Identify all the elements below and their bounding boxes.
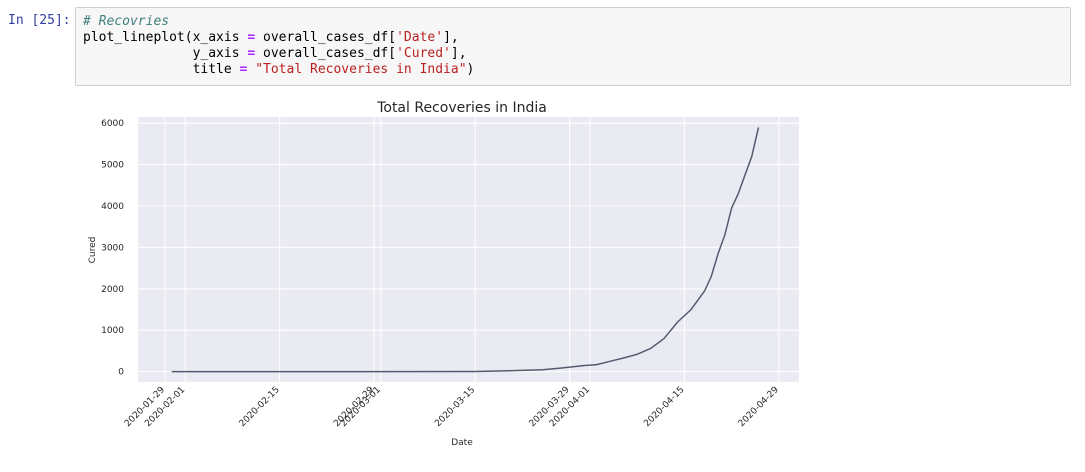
code-text: ], [443, 30, 459, 45]
code-line-1: plot_lineplot(x_axis = overall_cases_df[… [83, 30, 1070, 46]
cell-output: Total Recoveries in India 0 1000 2000 3000 4… [80, 92, 820, 462]
code-text: ) [466, 62, 475, 77]
code-operator: = [247, 30, 256, 45]
code-line-3: title = "Total Recoveries in India") [83, 62, 1070, 78]
code-fn: plot_lineplot [83, 30, 185, 45]
x-tick-label: 2020-03-15 [433, 385, 477, 429]
plot-area [138, 117, 799, 382]
y-tick-labels: 0 1000 2000 3000 4000 5000 6000 [101, 119, 124, 377]
y-tick-label: 2000 [101, 285, 124, 295]
y-axis-label: Cured [88, 237, 98, 264]
grid-lines [138, 117, 799, 382]
code-string: 'Cured' [396, 46, 451, 61]
code-cell[interactable]: # Recovries plot_lineplot(x_axis = overa… [75, 7, 1071, 86]
x-tick-label: 2020-03-01 [339, 385, 383, 429]
code-text: y_axis [83, 46, 248, 61]
code-string: 'Date' [396, 30, 444, 45]
line-chart: Total Recoveries in India 0 1000 2000 3000 4… [88, 100, 799, 448]
x-axis-label: Date [451, 438, 473, 448]
y-tick-label: 6000 [101, 119, 124, 129]
code-operator: = [239, 62, 248, 77]
series-line-cured [171, 127, 760, 373]
code-comment: # Recovries [83, 14, 170, 29]
cell-prompt: In [25]: [8, 13, 71, 28]
chart-title: Total Recoveries in India [376, 100, 547, 116]
code-operator: = [247, 46, 256, 61]
y-tick-label: 4000 [101, 202, 124, 212]
x-tick-label: 2020-04-29 [737, 385, 781, 429]
code-text: overall_cases_df[ [255, 30, 397, 45]
y-tick-label: 0 [118, 368, 124, 378]
x-tick-label: 2020-04-15 [642, 385, 686, 429]
code-text: ], [450, 46, 467, 61]
y-tick-label: 5000 [101, 161, 124, 171]
code-text: overall_cases_df[ [255, 46, 397, 61]
code-text: (x_axis [184, 30, 248, 45]
y-tick-label: 1000 [101, 326, 124, 336]
code-line-2: y_axis = overall_cases_df['Cured'], [83, 46, 1070, 62]
code-string: "Total Recoveries in India" [255, 62, 467, 77]
y-tick-label: 3000 [101, 243, 124, 253]
code-line-comment: # Recovries [83, 14, 1070, 30]
code-text: title [83, 62, 240, 77]
x-tick-label: 2020-02-15 [238, 385, 282, 429]
